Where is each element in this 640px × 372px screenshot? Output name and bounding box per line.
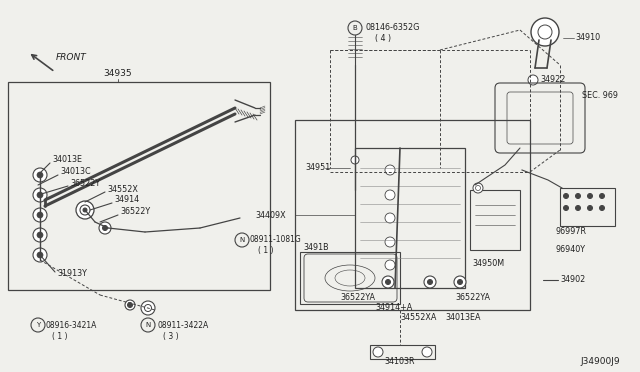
- Circle shape: [454, 276, 466, 288]
- Circle shape: [373, 347, 383, 357]
- Bar: [560, 188, 615, 226]
- Circle shape: [33, 188, 47, 202]
- Text: ( 3 ): ( 3 ): [163, 331, 179, 340]
- Text: B: B: [353, 25, 357, 31]
- Text: 34013C: 34013C: [60, 167, 91, 176]
- Text: FRONT: FRONT: [56, 54, 87, 62]
- Text: 34103R: 34103R: [385, 357, 415, 366]
- Text: 34922: 34922: [540, 76, 565, 84]
- Circle shape: [528, 75, 538, 85]
- Text: 08146-6352G: 08146-6352G: [365, 23, 419, 32]
- Text: 36522Y: 36522Y: [120, 208, 150, 217]
- Bar: [370, 345, 435, 359]
- Text: 36522Y: 36522Y: [70, 179, 100, 187]
- Text: SEC. 969: SEC. 969: [582, 90, 618, 99]
- Circle shape: [424, 276, 436, 288]
- Circle shape: [385, 213, 395, 223]
- Text: 96940Y: 96940Y: [555, 246, 585, 254]
- Text: 34914+A: 34914+A: [375, 304, 412, 312]
- Circle shape: [422, 347, 432, 357]
- Circle shape: [141, 301, 155, 315]
- Circle shape: [575, 205, 580, 211]
- Circle shape: [600, 205, 605, 211]
- Text: J34900J9: J34900J9: [580, 357, 620, 366]
- Text: 34935: 34935: [104, 70, 132, 78]
- Circle shape: [563, 205, 568, 211]
- Text: ( 1 ): ( 1 ): [52, 331, 67, 340]
- Text: 34902: 34902: [560, 276, 585, 285]
- Circle shape: [37, 212, 43, 218]
- Text: 34552X: 34552X: [107, 185, 138, 193]
- Circle shape: [37, 232, 43, 238]
- Text: ( 4 ): ( 4 ): [375, 33, 391, 42]
- Circle shape: [382, 276, 394, 288]
- Circle shape: [385, 237, 395, 247]
- Circle shape: [385, 279, 390, 285]
- Text: 34950M: 34950M: [472, 260, 504, 269]
- Circle shape: [531, 18, 559, 46]
- Circle shape: [37, 172, 43, 178]
- Circle shape: [575, 193, 580, 199]
- Circle shape: [563, 193, 568, 199]
- Circle shape: [125, 300, 135, 310]
- Circle shape: [588, 193, 593, 199]
- Bar: [300, 252, 400, 304]
- Text: 34951: 34951: [305, 164, 330, 173]
- Circle shape: [458, 279, 463, 285]
- Text: 08916-3421A: 08916-3421A: [46, 321, 97, 330]
- Circle shape: [33, 248, 47, 262]
- Text: 34013E: 34013E: [52, 155, 82, 164]
- Circle shape: [600, 193, 605, 199]
- Text: N: N: [239, 237, 244, 243]
- Circle shape: [588, 205, 593, 211]
- Text: 36522YA: 36522YA: [340, 294, 375, 302]
- Circle shape: [37, 252, 43, 258]
- Text: 08911-1081G: 08911-1081G: [250, 235, 301, 244]
- Text: Y: Y: [36, 322, 40, 328]
- Circle shape: [33, 228, 47, 242]
- Circle shape: [385, 165, 395, 175]
- Circle shape: [33, 208, 47, 222]
- Text: 96997R: 96997R: [555, 228, 586, 237]
- Bar: [470, 190, 520, 250]
- Text: 08911-3422A: 08911-3422A: [157, 321, 208, 330]
- Bar: [355, 148, 465, 288]
- Text: 31913Y: 31913Y: [57, 269, 87, 279]
- Text: 34910: 34910: [575, 33, 600, 42]
- Circle shape: [385, 260, 395, 270]
- Circle shape: [538, 25, 552, 39]
- Bar: [8, 82, 270, 290]
- Bar: [295, 120, 530, 310]
- Text: ( 1 ): ( 1 ): [258, 247, 273, 256]
- Text: 3491B: 3491B: [303, 244, 328, 253]
- Text: 34409X: 34409X: [255, 211, 285, 219]
- Text: 34013EA: 34013EA: [445, 314, 481, 323]
- Circle shape: [473, 183, 483, 193]
- Circle shape: [385, 190, 395, 200]
- Circle shape: [76, 201, 94, 219]
- Text: 36522YA: 36522YA: [455, 294, 490, 302]
- Circle shape: [37, 192, 43, 198]
- Circle shape: [351, 156, 359, 164]
- Circle shape: [33, 168, 47, 182]
- Circle shape: [127, 302, 132, 308]
- Text: 34914: 34914: [114, 196, 139, 205]
- Text: 34552XA: 34552XA: [400, 314, 436, 323]
- Circle shape: [428, 279, 433, 285]
- Circle shape: [80, 205, 90, 215]
- Circle shape: [102, 225, 108, 231]
- Circle shape: [99, 222, 111, 234]
- Circle shape: [83, 208, 87, 212]
- Text: N: N: [145, 322, 150, 328]
